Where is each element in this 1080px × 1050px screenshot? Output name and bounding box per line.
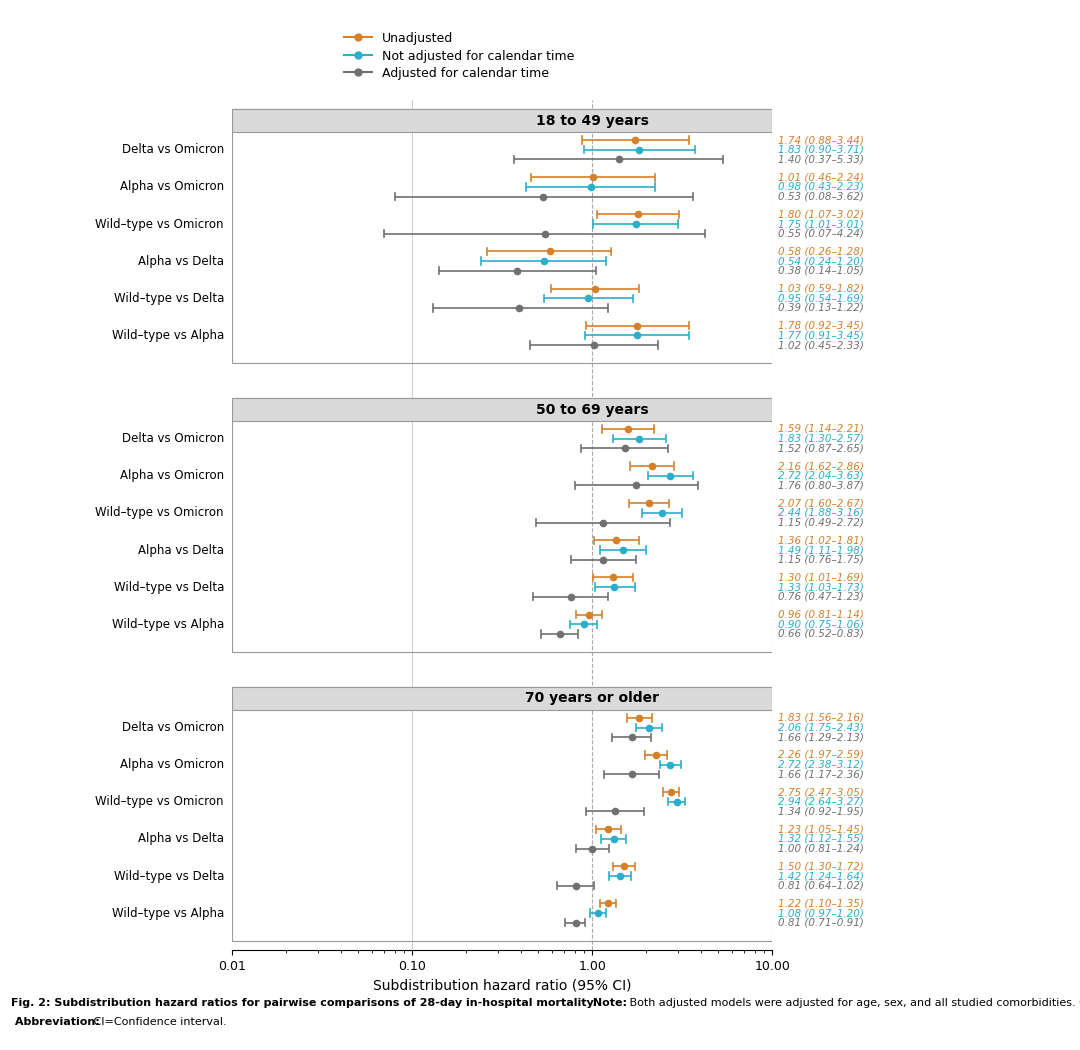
Text: 1.02 (0.45–2.33): 1.02 (0.45–2.33) [778, 340, 864, 350]
Text: 1.83 (1.30–2.57): 1.83 (1.30–2.57) [778, 434, 864, 444]
Text: 1.42 (1.24–1.64): 1.42 (1.24–1.64) [778, 872, 864, 881]
Text: 1.75 (1.01–3.01): 1.75 (1.01–3.01) [778, 219, 864, 229]
Text: CI=Confidence interval.: CI=Confidence interval. [90, 1016, 227, 1027]
Text: 1.77 (0.91–3.45): 1.77 (0.91–3.45) [778, 331, 864, 340]
Bar [232, 687, 772, 941]
Text: Delta vs Omicron: Delta vs Omicron [122, 143, 224, 156]
Text: 1.15 (0.49–2.72): 1.15 (0.49–2.72) [778, 518, 864, 527]
Text: 0.53 (0.08–3.62): 0.53 (0.08–3.62) [778, 191, 864, 202]
Text: Abbreviation:: Abbreviation: [11, 1016, 99, 1027]
Text: 1.01 (0.46–2.24): 1.01 (0.46–2.24) [778, 172, 864, 183]
Text: 1.40 (0.37–5.33): 1.40 (0.37–5.33) [778, 154, 864, 165]
Text: 2.94 (2.64–3.27): 2.94 (2.64–3.27) [778, 797, 864, 806]
Text: 0.54 (0.24–1.20): 0.54 (0.24–1.20) [778, 256, 864, 266]
Text: 1.74 (0.88–3.44): 1.74 (0.88–3.44) [778, 135, 864, 145]
Text: Wild–type vs Omicron: Wild–type vs Omicron [95, 217, 224, 231]
Text: 1.23 (1.05–1.45): 1.23 (1.05–1.45) [778, 824, 864, 834]
Text: 2.26 (1.97–2.59): 2.26 (1.97–2.59) [778, 750, 864, 760]
Text: 1.08 (0.97–1.20): 1.08 (0.97–1.20) [778, 908, 864, 918]
Bar [232, 398, 772, 421]
Text: 1.30 (1.01–1.69): 1.30 (1.01–1.69) [778, 572, 864, 583]
Text: 1.66 (1.17–2.36): 1.66 (1.17–2.36) [778, 770, 864, 779]
Text: 1.22 (1.10–1.35): 1.22 (1.10–1.35) [778, 899, 864, 908]
Text: Fig. 2: Subdistribution hazard ratios for pairwise comparisons of 28-day in-hosp: Fig. 2: Subdistribution hazard ratios fo… [11, 998, 597, 1008]
Text: Wild–type vs Alpha: Wild–type vs Alpha [111, 906, 224, 920]
Bar [232, 109, 772, 132]
Text: 2.72 (2.38–3.12): 2.72 (2.38–3.12) [778, 759, 864, 770]
Text: Delta vs Omicron: Delta vs Omicron [122, 433, 224, 445]
X-axis label: Subdistribution hazard ratio (95% CI): Subdistribution hazard ratio (95% CI) [373, 979, 632, 992]
Text: 0.38 (0.14–1.05): 0.38 (0.14–1.05) [778, 266, 864, 276]
Text: 0.90 (0.75–1.06): 0.90 (0.75–1.06) [778, 620, 864, 629]
Text: 2.07 (1.60–2.67): 2.07 (1.60–2.67) [778, 498, 864, 508]
Text: 18 to 49 years: 18 to 49 years [536, 113, 649, 128]
Text: Alpha vs Omicron: Alpha vs Omicron [120, 758, 224, 771]
Text: Alpha vs Delta: Alpha vs Delta [138, 255, 224, 268]
Text: 2.75 (2.47–3.05): 2.75 (2.47–3.05) [778, 788, 864, 797]
Text: 1.15 (0.76–1.75): 1.15 (0.76–1.75) [778, 554, 864, 565]
Text: Wild–type vs Alpha: Wild–type vs Alpha [111, 617, 224, 631]
Text: 1.59 (1.14–2.21): 1.59 (1.14–2.21) [778, 424, 864, 434]
Text: 1.32 (1.12–1.55): 1.32 (1.12–1.55) [778, 834, 864, 844]
Text: 1.33 (1.03–1.73): 1.33 (1.03–1.73) [778, 582, 864, 592]
Bar [232, 109, 772, 363]
Text: Wild–type vs Delta: Wild–type vs Delta [113, 292, 224, 304]
Text: 0.98 (0.43–2.23): 0.98 (0.43–2.23) [778, 182, 864, 192]
Text: 1.78 (0.92–3.45): 1.78 (0.92–3.45) [778, 320, 864, 331]
Text: 1.50 (1.30–1.72): 1.50 (1.30–1.72) [778, 861, 864, 872]
Text: Alpha vs Omicron: Alpha vs Omicron [120, 181, 224, 193]
Text: 2.72 (2.04–3.63): 2.72 (2.04–3.63) [778, 470, 864, 481]
Text: 1.03 (0.59–1.82): 1.03 (0.59–1.82) [778, 284, 864, 294]
Text: 1.66 (1.29–2.13): 1.66 (1.29–2.13) [778, 732, 864, 742]
Text: 1.49 (1.11–1.98): 1.49 (1.11–1.98) [778, 545, 864, 555]
Text: Delta vs Omicron: Delta vs Omicron [122, 721, 224, 734]
Text: Alpha vs Delta: Alpha vs Delta [138, 544, 224, 556]
Text: 0.58 (0.26–1.28): 0.58 (0.26–1.28) [778, 247, 864, 256]
Text: 1.00 (0.81–1.24): 1.00 (0.81–1.24) [778, 843, 864, 854]
Text: 70 years or older: 70 years or older [525, 692, 659, 706]
Text: 1.34 (0.92–1.95): 1.34 (0.92–1.95) [778, 806, 864, 817]
Text: 0.81 (0.64–1.02): 0.81 (0.64–1.02) [778, 881, 864, 890]
Legend: Unadjusted, Not adjusted for calendar time, Adjusted for calendar time: Unadjusted, Not adjusted for calendar ti… [339, 27, 579, 85]
Text: Alpha vs Omicron: Alpha vs Omicron [120, 469, 224, 482]
Text: Both adjusted models were adjusted for age, sex, and all studied comorbidities. : Both adjusted models were adjusted for a… [626, 998, 1080, 1008]
Text: Wild–type vs Omicron: Wild–type vs Omicron [95, 506, 224, 520]
Text: 2.16 (1.62–2.86): 2.16 (1.62–2.86) [778, 461, 864, 471]
Text: 50 to 69 years: 50 to 69 years [536, 402, 648, 417]
Text: 1.52 (0.87–2.65): 1.52 (0.87–2.65) [778, 443, 864, 454]
Text: Wild–type vs Alpha: Wild–type vs Alpha [111, 329, 224, 342]
Text: 0.81 (0.71–0.91): 0.81 (0.71–0.91) [778, 918, 864, 928]
Text: Alpha vs Delta: Alpha vs Delta [138, 833, 224, 845]
Text: 2.44 (1.88–3.16): 2.44 (1.88–3.16) [778, 508, 864, 518]
Text: 0.76 (0.47–1.23): 0.76 (0.47–1.23) [778, 592, 864, 602]
Bar [232, 687, 772, 710]
Text: 0.39 (0.13–1.22): 0.39 (0.13–1.22) [778, 303, 864, 313]
Text: 2.06 (1.75–2.43): 2.06 (1.75–2.43) [778, 722, 864, 733]
Text: 0.66 (0.52–0.83): 0.66 (0.52–0.83) [778, 629, 864, 639]
Text: 1.80 (1.07–3.02): 1.80 (1.07–3.02) [778, 209, 864, 219]
Text: Wild–type vs Omicron: Wild–type vs Omicron [95, 795, 224, 808]
Text: Wild–type vs Delta: Wild–type vs Delta [113, 581, 224, 593]
Text: 0.55 (0.07–4.24): 0.55 (0.07–4.24) [778, 229, 864, 238]
Text: 1.83 (1.56–2.16): 1.83 (1.56–2.16) [778, 713, 864, 722]
Bar [232, 398, 772, 652]
Text: 1.36 (1.02–1.81): 1.36 (1.02–1.81) [778, 536, 864, 545]
Text: 1.76 (0.80–3.87): 1.76 (0.80–3.87) [778, 481, 864, 490]
Text: Note:: Note: [589, 998, 626, 1008]
Text: 1.83 (0.90–3.71): 1.83 (0.90–3.71) [778, 145, 864, 154]
Text: Wild–type vs Delta: Wild–type vs Delta [113, 869, 224, 882]
Text: 0.96 (0.81–1.14): 0.96 (0.81–1.14) [778, 610, 864, 620]
Text: 0.95 (0.54–1.69): 0.95 (0.54–1.69) [778, 293, 864, 303]
